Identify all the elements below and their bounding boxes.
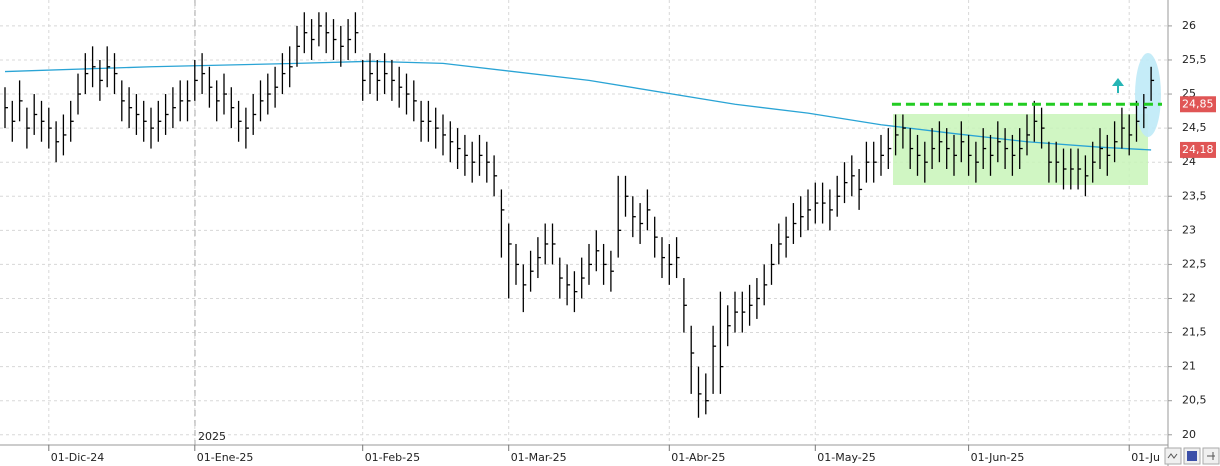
y-tick-label: 23 bbox=[1182, 223, 1196, 236]
zoom-icon bbox=[1167, 453, 1178, 459]
y-tick-label: 24,5 bbox=[1182, 121, 1207, 134]
year-label: 2025 bbox=[198, 430, 226, 443]
y-tick-label: 22,5 bbox=[1182, 257, 1207, 270]
y-tick-label: 20,5 bbox=[1182, 394, 1207, 407]
x-tick-label: 01-Ene-25 bbox=[197, 451, 254, 464]
price-label-box bbox=[1180, 96, 1216, 113]
x-tick-label: 01-May-25 bbox=[817, 451, 875, 464]
y-tick-label: 20 bbox=[1182, 428, 1196, 441]
range-zone bbox=[893, 114, 1148, 185]
y-tick-label: 26 bbox=[1182, 19, 1196, 32]
x-tick-label: 01-Dic-24 bbox=[51, 451, 105, 464]
save-icon bbox=[1187, 451, 1197, 461]
y-tick-label: 21 bbox=[1182, 360, 1196, 373]
x-tick-label: 01-Jun-25 bbox=[971, 451, 1025, 464]
y-tick-label: 21,5 bbox=[1182, 326, 1207, 339]
up-arrow bbox=[1112, 78, 1124, 93]
y-tick-label: 22 bbox=[1182, 291, 1196, 304]
price-label-box bbox=[1180, 141, 1216, 158]
y-tick-label: 23,5 bbox=[1182, 189, 1207, 202]
y-tick-label: 25,5 bbox=[1182, 53, 1207, 66]
x-tick-label: 01-Abr-25 bbox=[671, 451, 725, 464]
pin-icon bbox=[1207, 452, 1215, 460]
price-label: 24,18 bbox=[1182, 143, 1214, 156]
toolbar bbox=[1164, 447, 1220, 465]
y-tick-label: 24 bbox=[1182, 155, 1196, 168]
breakout-highlight bbox=[1135, 53, 1161, 137]
x-tick-label: 01-Ju bbox=[1131, 451, 1160, 464]
x-tick-label: 01-Feb-25 bbox=[365, 451, 420, 464]
price-label: 24,85 bbox=[1182, 97, 1214, 110]
x-tick-label: 01-Mar-25 bbox=[511, 451, 567, 464]
